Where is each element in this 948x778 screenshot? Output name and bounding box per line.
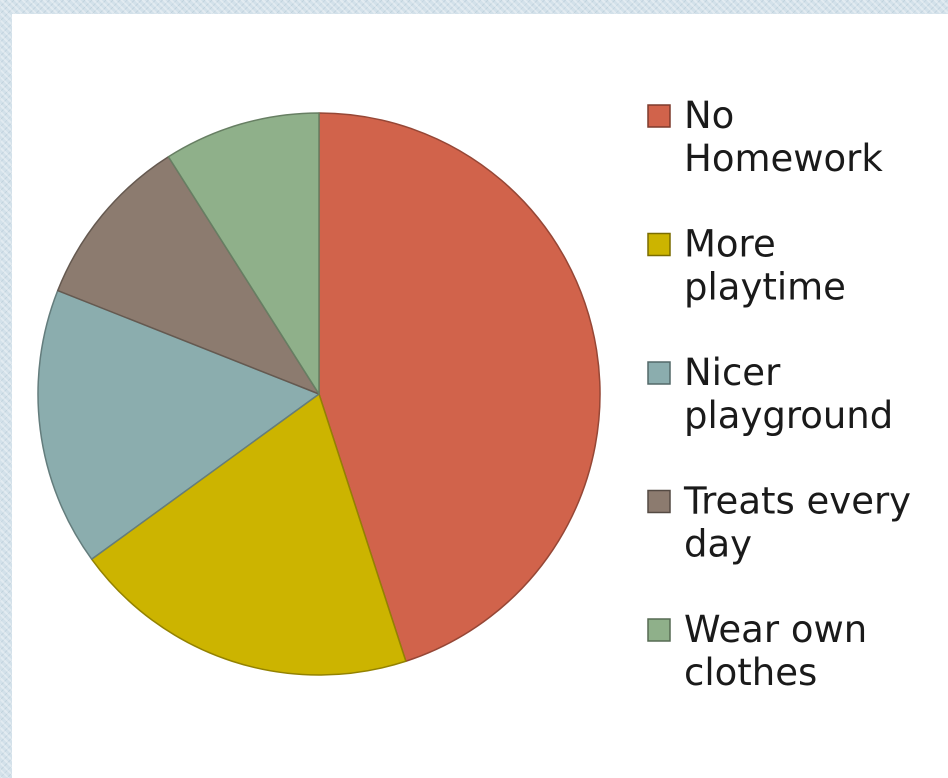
pie-slice-0 — [318, 112, 601, 662]
legend-label-3-line-1: day — [684, 523, 752, 566]
legend-label-4-line-1: clothes — [684, 651, 817, 694]
legend-label-1-line-1: playtime — [684, 266, 846, 309]
legend-label-1-line-0: More — [684, 223, 776, 266]
pie-slices — [37, 112, 601, 676]
legend-label-2-line-0: Nicer — [684, 351, 781, 394]
legend-swatch-1 — [647, 232, 671, 257]
pie-slice-1 — [90, 393, 407, 676]
pie-slice-4 — [167, 112, 320, 395]
legend-swatch-4 — [647, 618, 671, 642]
legend-label-3-line-0: Treats every — [683, 480, 911, 523]
legend-label-2-line-1: playground — [684, 394, 893, 437]
legend-swatch-0 — [647, 104, 671, 128]
legend-label-0-line-0: No — [684, 94, 734, 137]
pie-slice-2 — [37, 289, 320, 560]
legend-swatch-2 — [647, 361, 671, 385]
legend-label-4-line-0: Wear own — [684, 608, 867, 651]
legend-label-0-line-1: Homework — [684, 137, 883, 180]
pie-slice-3 — [56, 155, 320, 395]
legend-swatch-3 — [647, 489, 671, 514]
